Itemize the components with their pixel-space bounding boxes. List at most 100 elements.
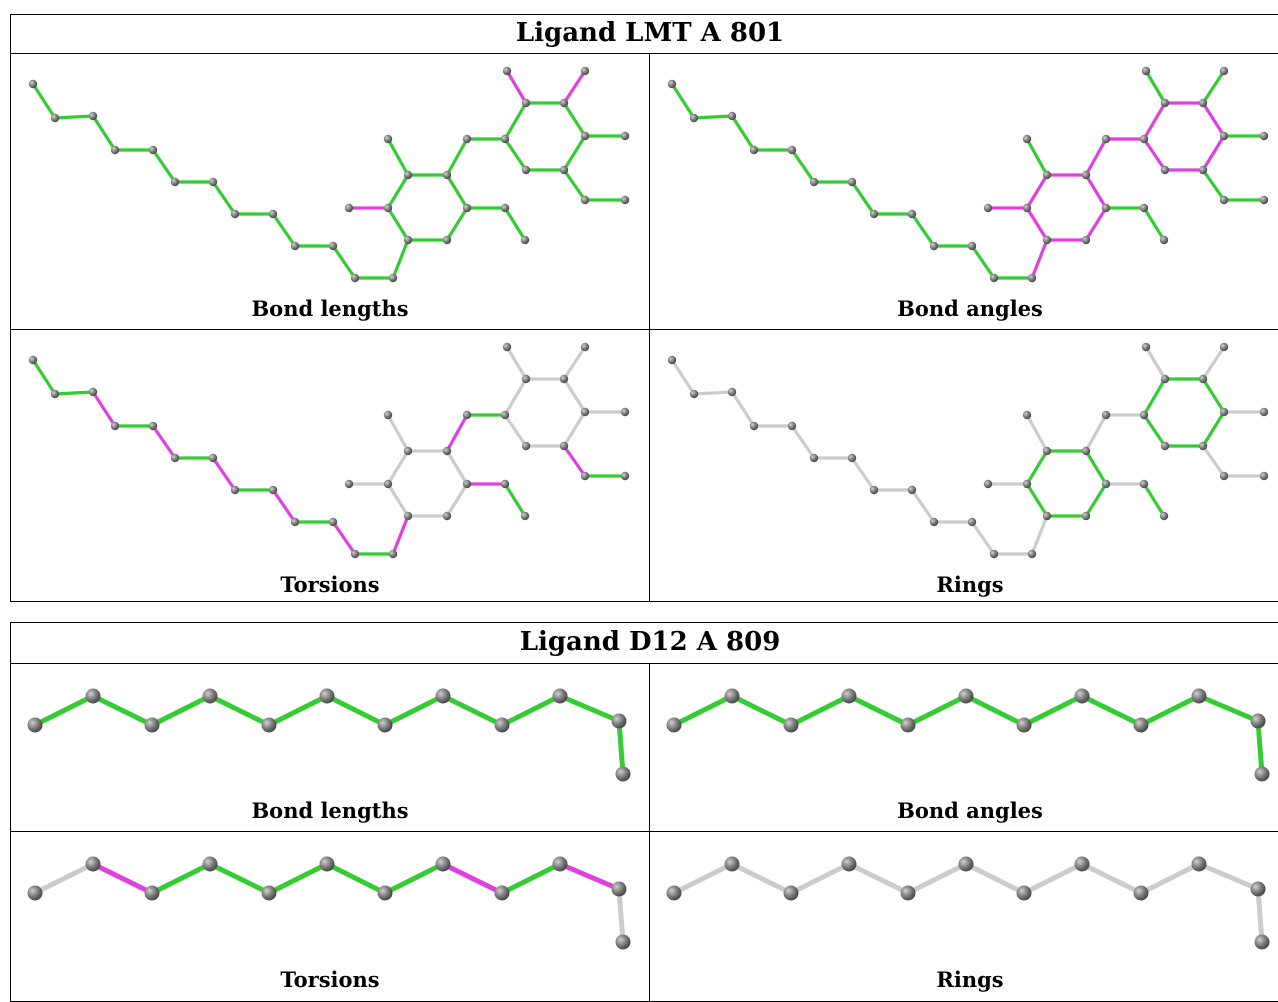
molecule-diagram	[27, 856, 631, 950]
atom	[520, 511, 530, 521]
atom	[666, 885, 682, 901]
atom	[144, 885, 160, 901]
atom	[27, 885, 43, 901]
atom	[724, 856, 740, 872]
bond	[790, 424, 816, 460]
ligand-box-lmt: Ligand LMT A 801 Bond lengths Bond angle…	[10, 14, 1278, 602]
atom	[388, 549, 398, 559]
bond	[1084, 137, 1108, 177]
atom	[1198, 441, 1208, 451]
atom	[1259, 195, 1269, 205]
atom	[290, 241, 300, 251]
atom	[1191, 856, 1207, 872]
atom	[344, 479, 354, 489]
bond	[1142, 377, 1167, 417]
atom	[442, 446, 452, 456]
atom	[1139, 479, 1149, 489]
bond	[445, 206, 469, 242]
panel-label: Bond angles	[897, 296, 1043, 321]
atom	[383, 479, 393, 489]
atom	[403, 511, 413, 521]
atom	[383, 203, 393, 213]
atom	[28, 79, 38, 89]
molecule-diagram	[27, 688, 631, 782]
bond	[1084, 449, 1108, 486]
atom	[1022, 203, 1032, 213]
atom	[1081, 446, 1091, 456]
bond	[1201, 377, 1226, 414]
atom	[1219, 342, 1229, 352]
atom	[1159, 511, 1169, 521]
atom	[1259, 471, 1269, 481]
bond	[1201, 69, 1226, 105]
bond	[324, 693, 388, 728]
bond	[1079, 693, 1144, 728]
bond	[692, 114, 734, 120]
atom	[521, 165, 531, 175]
atom	[1016, 717, 1032, 733]
atom	[208, 453, 218, 463]
atom	[727, 387, 737, 397]
atom	[869, 485, 879, 495]
atom	[1160, 98, 1170, 108]
atom	[620, 195, 630, 205]
atom	[580, 471, 590, 481]
panel-bond-angles: Bond angles	[650, 664, 1278, 831]
bond	[31, 358, 57, 396]
atom	[1133, 885, 1149, 901]
molecule-diagram	[28, 342, 630, 559]
bond	[53, 390, 95, 396]
divider	[649, 663, 650, 1001]
bond	[850, 180, 876, 216]
atom	[208, 177, 218, 187]
bond	[1144, 69, 1167, 105]
atom	[442, 170, 452, 180]
bond	[386, 137, 410, 177]
bond	[905, 861, 969, 896]
atom	[900, 717, 916, 733]
bond	[850, 456, 876, 492]
bond	[1021, 693, 1085, 728]
bond	[211, 456, 237, 492]
bond	[1201, 345, 1226, 381]
bond	[616, 718, 626, 777]
bond	[505, 69, 528, 105]
atom	[1191, 688, 1207, 704]
atom	[442, 235, 452, 245]
atom	[847, 453, 857, 463]
bond	[562, 101, 587, 138]
atom	[900, 885, 916, 901]
atom	[611, 713, 627, 729]
bond	[1142, 137, 1167, 172]
bond	[910, 212, 936, 248]
atom	[230, 209, 240, 219]
atom	[462, 134, 472, 144]
atom	[144, 717, 160, 733]
atom	[724, 688, 740, 704]
atom	[170, 177, 180, 187]
atom	[383, 134, 393, 144]
atom	[383, 410, 393, 420]
panel-label: Torsions	[280, 572, 380, 597]
bond	[53, 114, 95, 120]
atom	[1254, 934, 1270, 950]
atom	[377, 717, 393, 733]
atom	[869, 209, 879, 219]
atom	[202, 856, 218, 872]
atom	[1101, 203, 1111, 213]
atom	[1074, 856, 1090, 872]
ligand-title: Ligand D12 A 809	[519, 627, 781, 657]
bond	[1201, 168, 1226, 202]
bond	[1025, 413, 1049, 453]
bond	[1030, 514, 1049, 556]
atom	[350, 273, 360, 283]
atom	[50, 113, 60, 123]
bond	[271, 212, 297, 248]
atom	[148, 145, 158, 155]
atom	[502, 66, 512, 76]
atom	[388, 273, 398, 283]
atom	[403, 235, 413, 245]
panel-label: Rings	[936, 572, 1004, 597]
bond	[1138, 693, 1202, 728]
bond	[31, 82, 57, 120]
